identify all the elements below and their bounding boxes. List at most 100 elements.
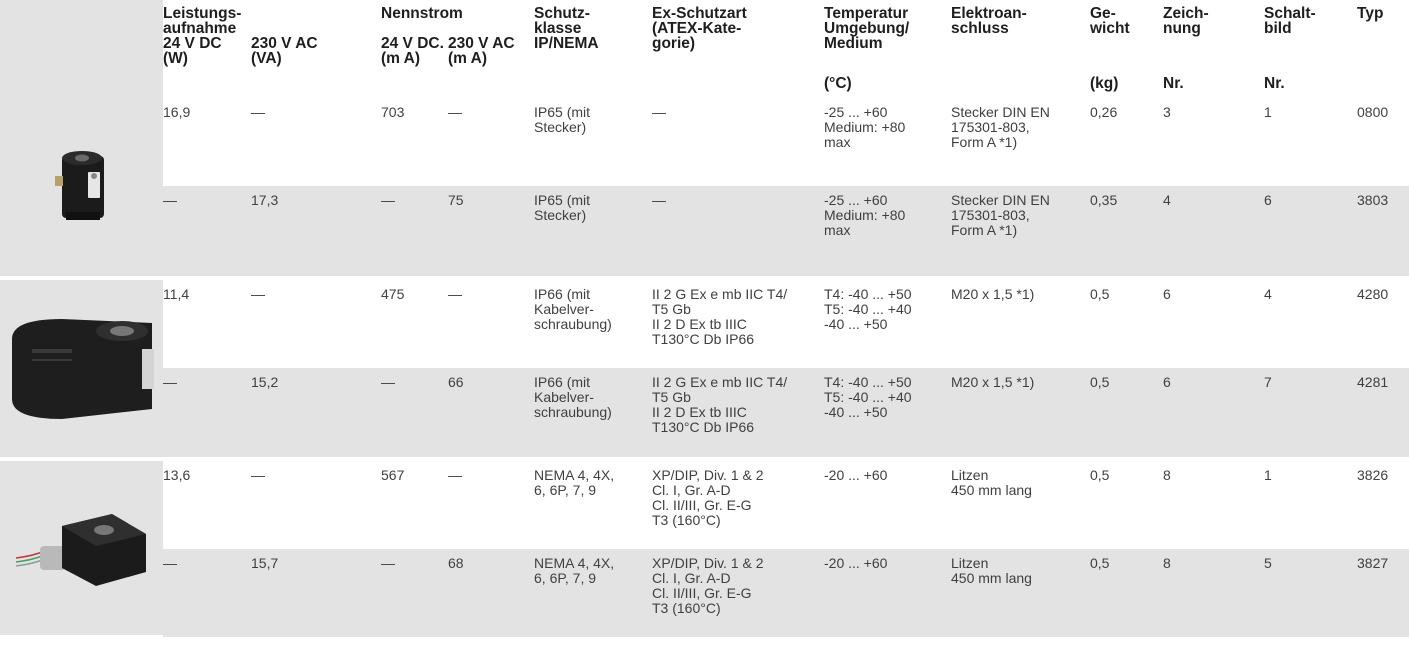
cell-typ: 3827 — [1357, 549, 1409, 637]
cell-p230: — — [251, 98, 381, 186]
header-nennstrom-label: Nennstrom — [381, 5, 463, 22]
cell-schutz: NEMA 4, 4X, 6, 6P, 7, 9 — [534, 549, 652, 637]
table-row: 16,9 — 703 — IP65 (mit Stecker) — -25 ..… — [0, 98, 1409, 280]
header-schutzklasse: Schutz- klasse IP/NEMA — [534, 0, 652, 98]
header-leistung-label: Leistungs- aufnahme — [163, 5, 242, 37]
cell-elektro: Stecker DIN EN 175301-803, Form A *1) — [951, 98, 1090, 186]
cell-elektro: Litzen 450 mm lang — [951, 459, 1090, 549]
cell-p24: — — [163, 368, 251, 461]
product-image-cell — [0, 98, 163, 280]
cell-p230: — — [251, 278, 381, 368]
cell-elektro: Stecker DIN EN 175301-803, Form A *1) — [951, 186, 1090, 280]
cell-zeichnung: 8 — [1163, 549, 1264, 637]
cell-ex: XP/DIP, Div. 1 & 2 Cl. I, Gr. A-D Cl. II… — [652, 549, 824, 637]
cell-temp: T4: -40 ... +50 T5: -40 ... +40 -40 ... … — [824, 278, 951, 368]
header-schaltbild: Schalt- bild Nr. — [1264, 0, 1357, 98]
cell-zeichnung: 6 — [1163, 368, 1264, 461]
header-elektro-label: Elektroan- schluss — [951, 5, 1027, 37]
cell-typ: 3826 — [1357, 459, 1409, 549]
cell-elektro: M20 x 1,5 *1) — [951, 368, 1090, 461]
cell-p24: 13,6 — [163, 459, 251, 549]
product-image-cell — [0, 459, 163, 639]
cell-p24: — — [163, 549, 251, 637]
cell-p230: — — [251, 459, 381, 549]
cell-temp: -25 ... +60 Medium: +80 max — [824, 98, 951, 186]
header-elektro: Elektroan- schluss — [951, 0, 1090, 98]
cell-i230: — — [448, 278, 534, 368]
cell-schutz: IP66 (mit Kabelver- schraubung) — [534, 368, 652, 461]
header-temperatur: Temperatur Umgebung/ Medium (°C) — [824, 0, 951, 98]
cell-p24: — — [163, 186, 251, 280]
cell-zeichnung: 4 — [1163, 186, 1264, 280]
cell-gewicht: 0,5 — [1090, 368, 1163, 461]
header-exschutz: Ex-Schutzart (ATEX-Kate- gorie) — [652, 0, 824, 98]
product-image-cell — [0, 278, 163, 461]
header-zeichnung-label: Zeich- nung — [1163, 5, 1209, 37]
cell-temp: T4: -40 ... +50 T5: -40 ... +40 -40 ... … — [824, 368, 951, 461]
cell-gewicht: 0,5 — [1090, 549, 1163, 637]
cell-typ: 4280 — [1357, 278, 1409, 368]
cell-schutz: IP66 (mit Kabelver- schraubung) — [534, 278, 652, 368]
cell-p24: 16,9 — [163, 98, 251, 186]
cell-i24: 567 — [381, 459, 448, 549]
cell-ex: — — [652, 98, 824, 186]
header-typ: Typ — [1357, 0, 1409, 98]
table-row: 11,4 — 475 — IP66 (mit Kabelver- schraub… — [0, 278, 1409, 461]
header-gewicht: Ge- wicht (kg) — [1090, 0, 1163, 98]
cell-zeichnung: 3 — [1163, 98, 1264, 186]
cell-gewicht: 0,5 — [1090, 278, 1163, 368]
cell-ex: XP/DIP, Div. 1 & 2 Cl. I, Gr. A-D Cl. II… — [652, 459, 824, 549]
header-temperatur-unit: (°C) — [824, 75, 852, 92]
cell-i24: 703 — [381, 98, 448, 186]
header-24vdc-power: 24 V DC (W) — [163, 35, 222, 67]
table-row: — 15,2 — 66 IP66 (mit Kabelver- schraubu… — [0, 368, 1409, 461]
cell-schutz: NEMA 4, 4X, 6, 6P, 7, 9 — [534, 459, 652, 549]
cell-schaltbild: 1 — [1264, 459, 1357, 549]
cell-i24: — — [381, 186, 448, 280]
header-leistung: Leistungs- aufnahme 24 V DC (W) 230 V AC… — [163, 0, 381, 98]
header-230vac-current: 230 V AC (m A) — [448, 35, 515, 67]
header-zeichnung-unit: Nr. — [1163, 75, 1184, 92]
cell-ex: II 2 G Ex e mb IIC T4/ T5 Gb II 2 D Ex t… — [652, 278, 824, 368]
header-zeichnung: Zeich- nung Nr. — [1163, 0, 1264, 98]
cell-typ: 3803 — [1357, 186, 1409, 280]
cell-gewicht: 0,5 — [1090, 459, 1163, 549]
cell-temp: -20 ... +60 — [824, 459, 951, 549]
cell-p230: 17,3 — [251, 186, 381, 280]
cell-i24: — — [381, 549, 448, 637]
cell-ex: II 2 G Ex e mb IIC T4/ T5 Gb II 2 D Ex t… — [652, 368, 824, 461]
header-schaltbild-unit: Nr. — [1264, 75, 1285, 92]
cell-i230: — — [448, 98, 534, 186]
header-230vac-power: 230 V AC (VA) — [251, 35, 318, 67]
coil-connector-photo — [54, 151, 104, 220]
cell-p24: 11,4 — [163, 278, 251, 368]
cell-i230: 66 — [448, 368, 534, 461]
cell-schaltbild: 7 — [1264, 368, 1357, 461]
cell-elektro: Litzen 450 mm lang — [951, 549, 1090, 637]
cell-typ: 4281 — [1357, 368, 1409, 461]
cell-i230: — — [448, 459, 534, 549]
header-nennstrom: Nennstrom 24 V DC. (m A) 230 V AC (m A) — [381, 0, 534, 98]
cell-temp: -20 ... +60 — [824, 549, 951, 637]
cell-zeichnung: 8 — [1163, 459, 1264, 549]
cell-schutz: IP65 (mit Stecker) — [534, 98, 652, 186]
header-image-col — [0, 0, 163, 98]
cell-gewicht: 0,26 — [1090, 98, 1163, 186]
cell-elektro: M20 x 1,5 *1) — [951, 278, 1090, 368]
table-row: — 17,3 — 75 IP65 (mit Stecker) — -25 ...… — [0, 186, 1409, 280]
header-typ-label: Typ — [1357, 5, 1384, 22]
header-gewicht-unit: (kg) — [1090, 75, 1119, 92]
coil-atex-photo — [11, 318, 154, 419]
cell-p230: 15,2 — [251, 368, 381, 461]
cell-temp: -25 ... +60 Medium: +80 max — [824, 186, 951, 280]
header-temperatur-label: Temperatur Umgebung/ Medium — [824, 5, 910, 52]
coil-nema-photo — [15, 514, 146, 586]
table-header-row: Leistungs- aufnahme 24 V DC (W) 230 V AC… — [0, 0, 1409, 98]
cell-schaltbild: 4 — [1264, 278, 1357, 368]
cell-i24: — — [381, 368, 448, 461]
cell-i230: 75 — [448, 186, 534, 280]
header-exschutz-label: Ex-Schutzart (ATEX-Kate- gorie) — [652, 5, 747, 52]
cell-i24: 475 — [381, 278, 448, 368]
